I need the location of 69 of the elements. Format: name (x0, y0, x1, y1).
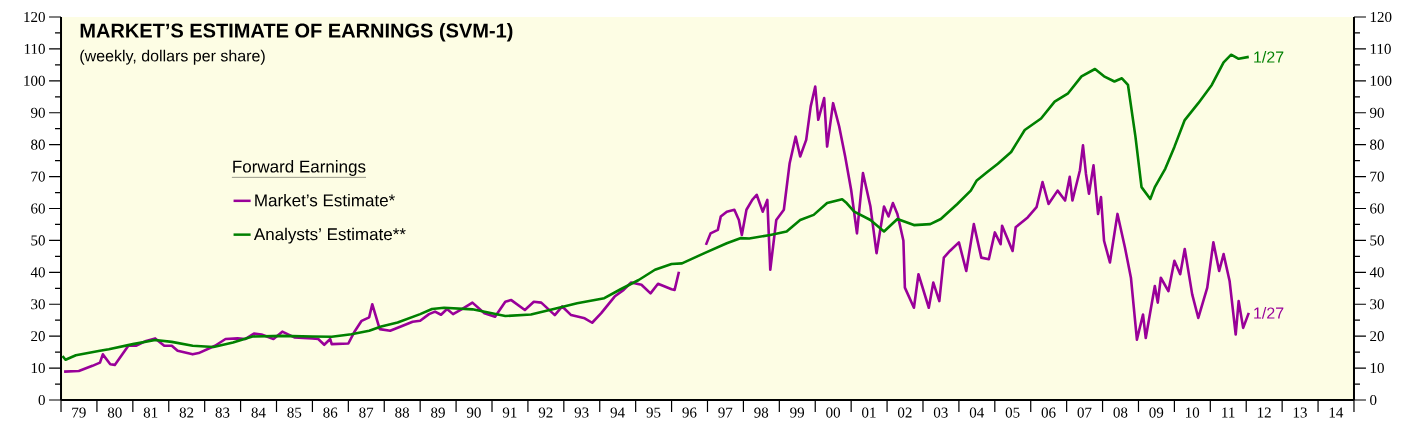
y-tick-label: 100 (24, 75, 45, 86)
x-tick-label: 13 (1293, 407, 1307, 418)
y2-tick-label: 90 (1369, 107, 1384, 118)
x-tick-label: 94 (610, 407, 625, 418)
x-tick-label: 88 (395, 407, 410, 418)
x-tick-label: 12 (1257, 407, 1271, 418)
x-tick-label: 81 (143, 407, 158, 418)
x-tick-label: 10 (1186, 407, 1200, 418)
x-tick-label: 80 (107, 407, 122, 418)
y-tick-label: 40 (30, 267, 45, 278)
x-tick-label: 02 (897, 407, 912, 418)
x-tick-label: 09 (1149, 407, 1164, 418)
x-tick-label: 99 (790, 407, 805, 418)
x-tick-label: 82 (179, 407, 194, 418)
annotation: 1/27 (1254, 51, 1284, 63)
y2-tick-label: 60 (1370, 203, 1384, 214)
x-tick-label: 14 (1329, 407, 1344, 418)
legend-label: Market’s Estimate* (255, 193, 395, 207)
chart-title: MARKET’S ESTIMATE OF EARNINGS (SVM-1) (80, 22, 513, 42)
x-tick-label: 04 (969, 407, 985, 418)
x-tick-label: 00 (826, 407, 841, 418)
x-tick-label: 97 (718, 407, 733, 418)
x-tick-label: 01 (862, 407, 876, 418)
y2-tick-label: 20 (1370, 331, 1384, 342)
x-tick-label: 83 (215, 407, 230, 418)
annotation: 1/27 (1254, 306, 1284, 319)
x-tick-label: 79 (72, 407, 86, 418)
y-tick-label: 110 (24, 43, 45, 54)
x-tick-label: 95 (646, 407, 661, 418)
x-tick-label: 90 (466, 407, 481, 418)
y-tick-label: 70 (31, 171, 45, 182)
y-tick-label: 30 (31, 299, 45, 310)
y-tick-label: 80 (31, 139, 45, 150)
y-tick-label: 20 (31, 331, 45, 342)
x-tick-label: 87 (359, 407, 374, 418)
x-tick-label: 92 (538, 407, 553, 418)
y2-tick-label: 40 (1369, 267, 1384, 278)
y2-tick-label: 50 (1370, 235, 1384, 246)
x-tick-label: 03 (933, 407, 948, 418)
x-tick-label: 86 (323, 407, 338, 418)
legend-label: Analysts’ Estimate** (253, 227, 406, 244)
y-tick-label: 50 (31, 235, 45, 246)
legend-title: Forward Earnings (233, 160, 366, 176)
y-tick-label: 60 (31, 203, 45, 214)
y2-tick-label: 0 (1370, 394, 1377, 406)
y-tick-label: 90 (30, 107, 45, 118)
y-tick-label: 120 (24, 11, 45, 23)
x-tick-label: 84 (251, 407, 266, 418)
x-tick-label: 08 (1113, 407, 1128, 418)
x-tick-label: 98 (754, 407, 769, 418)
x-tick-label: 11 (1222, 407, 1235, 418)
text: (weekly, dollars per share) (80, 49, 265, 65)
y2-tick-label: 110 (1370, 43, 1391, 54)
y2-tick-label: 100 (1370, 75, 1392, 86)
y2-tick-label: 10 (1370, 363, 1384, 374)
x-tick-label: 89 (431, 407, 445, 418)
x-tick-label: 91 (502, 407, 517, 418)
y-tick-label: 10 (31, 363, 45, 374)
x-tick-label: 05 (1005, 407, 1020, 418)
y2-tick-label: 80 (1370, 139, 1384, 150)
y-tick-label: 0 (38, 394, 45, 406)
x-tick-label: 85 (287, 407, 302, 418)
x-tick-label: 93 (574, 407, 589, 418)
y2-tick-label: 70 (1370, 171, 1384, 182)
x-tick-label: 07 (1077, 407, 1092, 418)
x-tick-label: 96 (682, 407, 697, 418)
y2-tick-label: 30 (1370, 299, 1384, 310)
x-tick-label: 06 (1041, 407, 1056, 418)
y2-tick-label: 120 (1370, 11, 1392, 23)
